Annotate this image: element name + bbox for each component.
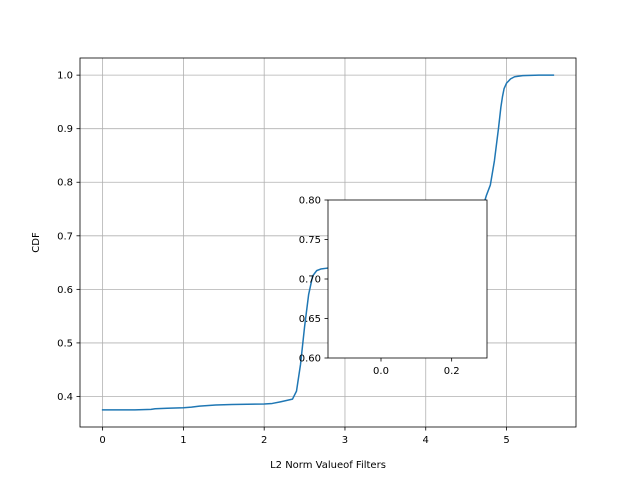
main-x-tick-label: 5 [503,435,509,446]
main-y-tick-label: 0.9 [57,124,73,135]
main-x-tick-label: 2 [261,435,267,446]
main-tick-marks [76,74,507,431]
inset-y-tick-label: 0.65 [299,314,321,325]
cdf-line [101,74,555,411]
inset-y-tick-label: 0.80 [299,196,321,207]
inset-y-tick-label: 0.70 [299,275,321,286]
main-y-tick-label: 0.6 [57,285,73,296]
inset-y-tick-labels: 0.60 0.65 0.70 0.75 0.80 [299,196,321,365]
main-y-tick-labels: 0.4 0.5 0.6 0.7 0.8 0.9 1.0 [57,71,73,403]
main-y-tick-label: 0.7 [57,231,73,242]
inset-y-tick-label: 0.60 [299,354,321,365]
inset-background [328,200,487,358]
inset-x-tick-label: 0.2 [444,366,460,377]
inset-y-tick-label: 0.75 [299,235,321,246]
main-series-layer [101,74,555,411]
inset-tick-marks [324,199,453,362]
inset-x-tick-labels: 0.0 0.2 [373,366,460,377]
y-axis-label: CDF [31,232,42,253]
x-axis-label: L2 Norm Valueof Filters [270,460,386,471]
main-y-tick-label: 1.0 [57,71,73,82]
inset-x-tick-label: 0.0 [373,366,389,377]
main-x-tick-label: 3 [342,435,348,446]
main-x-tick-label: 1 [180,435,186,446]
main-x-tick-label: 0 [99,435,105,446]
main-y-tick-label: 0.4 [57,392,73,403]
main-y-tick-label: 0.5 [57,338,73,349]
main-x-tick-label: 4 [423,435,429,446]
main-y-tick-label: 0.8 [57,178,73,189]
main-axes-frame [79,57,577,428]
main-x-tick-labels: 0 1 2 3 4 5 [99,435,509,446]
